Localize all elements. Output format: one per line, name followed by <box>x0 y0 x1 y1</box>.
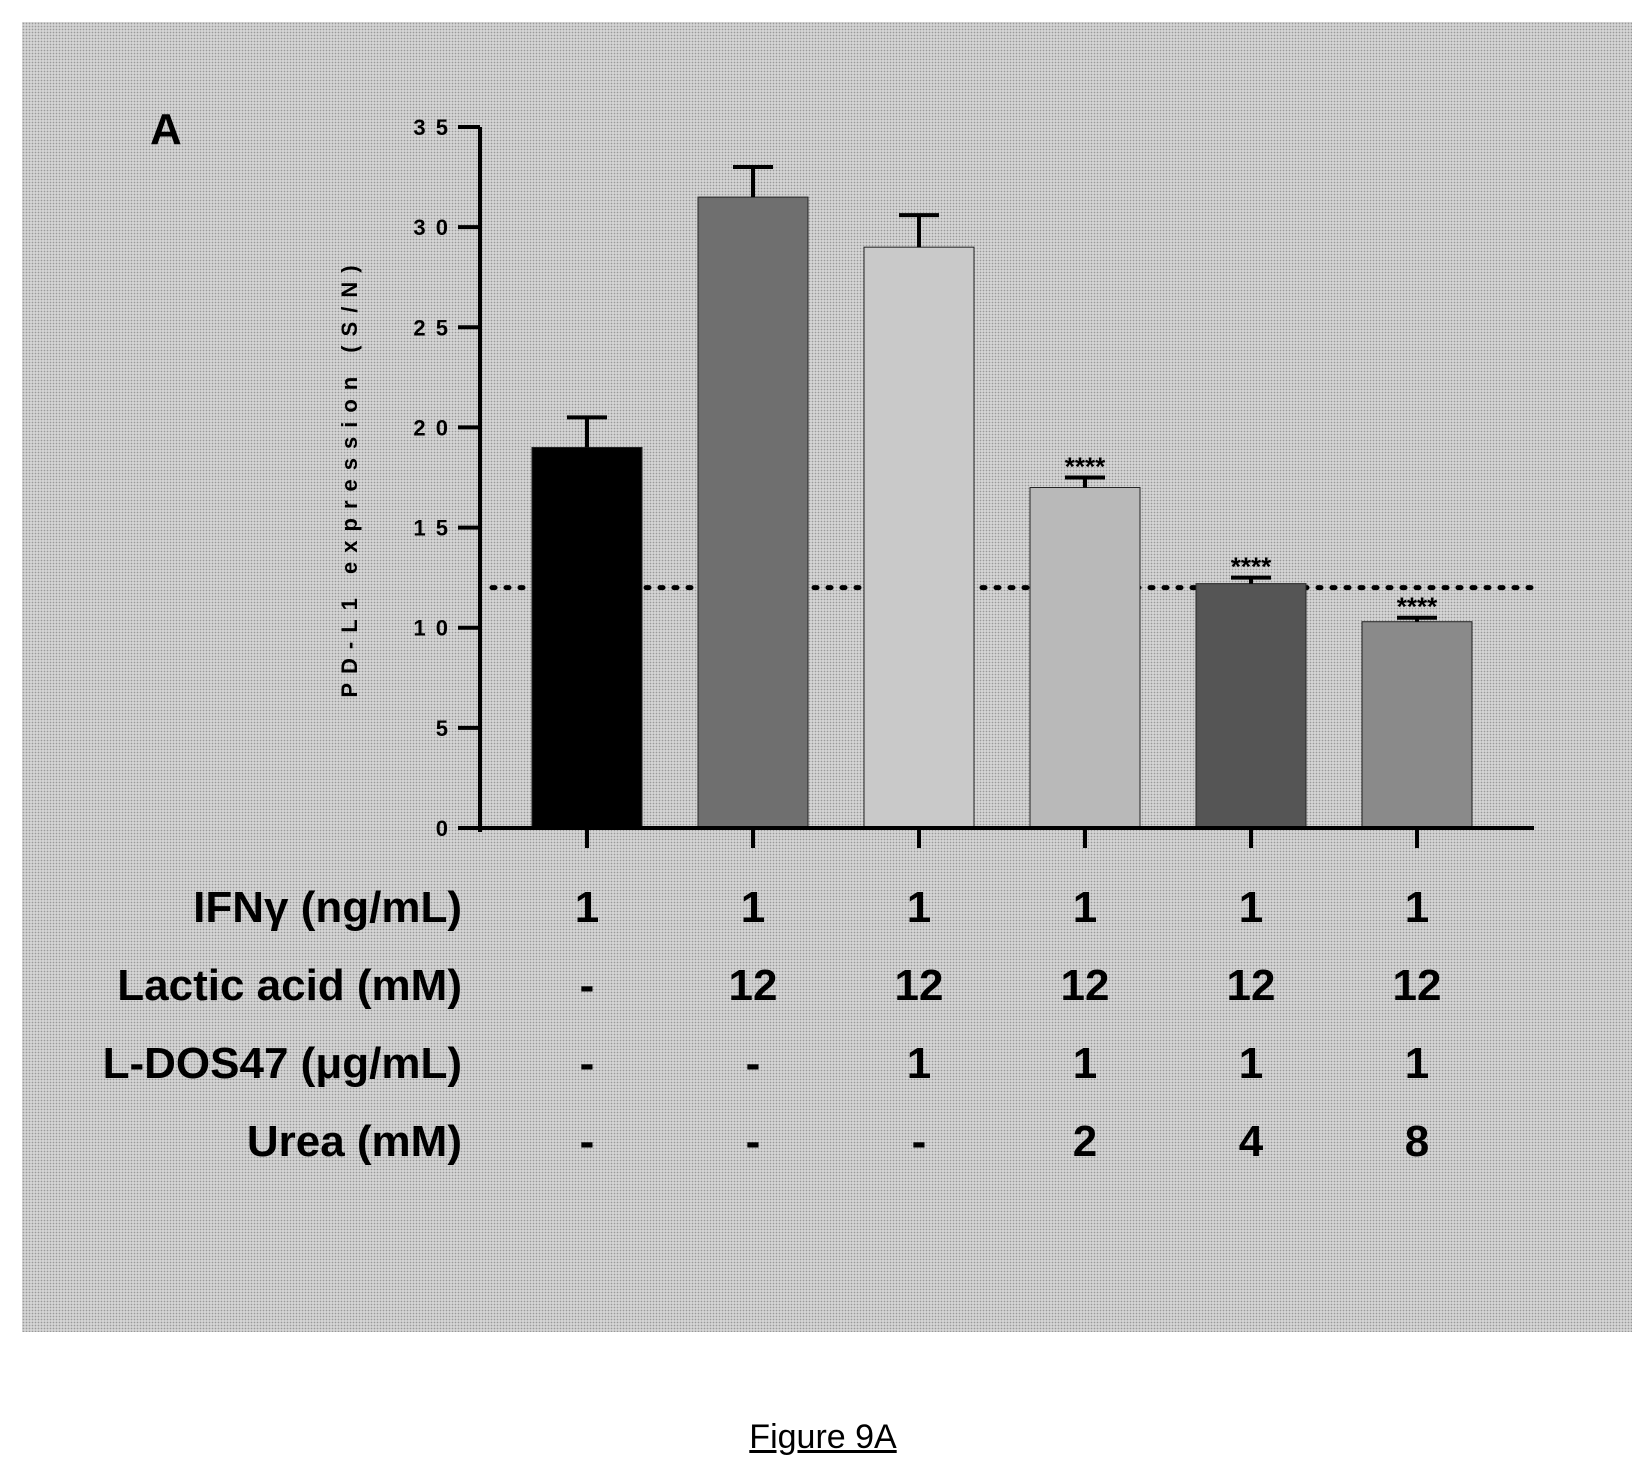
condition-value: 12 <box>1061 961 1110 1010</box>
condition-value: 12 <box>895 961 944 1010</box>
bar <box>1195 583 1307 829</box>
condition-value: 1 <box>1405 1039 1429 1088</box>
condition-value: 2 <box>1073 1117 1097 1166</box>
condition-label: L-DOS47 (μg/mL) <box>103 1039 462 1088</box>
y-tick-label: 2 5 <box>413 315 450 340</box>
y-tick-label: 3 5 <box>413 115 450 140</box>
y-tick-label: 1 5 <box>413 516 450 541</box>
bar <box>697 196 809 829</box>
condition-value: 1 <box>907 883 931 932</box>
condition-value: 8 <box>1405 1117 1429 1166</box>
bar <box>1029 487 1141 829</box>
condition-value: 1 <box>1239 1039 1263 1088</box>
bar <box>1361 621 1473 829</box>
y-tick-label: 2 0 <box>413 415 450 440</box>
condition-value: 1 <box>907 1039 931 1088</box>
condition-value: 4 <box>1239 1117 1264 1166</box>
condition-value: 12 <box>1393 961 1442 1010</box>
figure-panel: A PD-L1 expression (S/N) 0 5 1 0 1 5 2 0 2 5 3 0… <box>22 22 1632 1332</box>
condition-value: 1 <box>575 883 599 932</box>
panel-label: A <box>150 105 182 154</box>
significance-label: **** <box>1065 452 1106 482</box>
condition-value: 1 <box>1073 1039 1097 1088</box>
y-tick-label: 5 <box>436 716 450 741</box>
condition-value: 12 <box>1227 961 1276 1010</box>
y-tick-label: 1 0 <box>413 616 450 641</box>
condition-value: - <box>912 1117 927 1166</box>
bar <box>863 246 975 829</box>
bar <box>531 446 643 829</box>
condition-value: - <box>580 961 595 1010</box>
condition-value: - <box>746 1039 761 1088</box>
condition-value: - <box>580 1039 595 1088</box>
condition-value: - <box>746 1117 761 1166</box>
y-axis-title: PD-L1 expression (S/N) <box>337 256 362 697</box>
condition-label: Lactic acid (mM) <box>117 961 462 1010</box>
condition-value: 1 <box>1405 883 1429 932</box>
condition-value: 1 <box>1073 883 1097 932</box>
condition-value: 1 <box>1239 883 1263 932</box>
condition-value: 1 <box>741 883 765 932</box>
y-tick-label: 0 <box>436 816 450 841</box>
condition-value: - <box>580 1117 595 1166</box>
figure-caption: Figure 9A <box>749 1418 897 1456</box>
condition-label: Urea (mM) <box>247 1117 462 1166</box>
y-tick-label: 3 0 <box>413 215 450 240</box>
bar-chart: A PD-L1 expression (S/N) 0 5 1 0 1 5 2 0 2 5 3 0… <box>103 105 1537 1166</box>
significance-label: **** <box>1397 592 1438 622</box>
condition-value: 12 <box>729 961 778 1010</box>
significance-label: **** <box>1231 552 1272 582</box>
condition-label: IFNγ (ng/mL) <box>193 883 462 932</box>
